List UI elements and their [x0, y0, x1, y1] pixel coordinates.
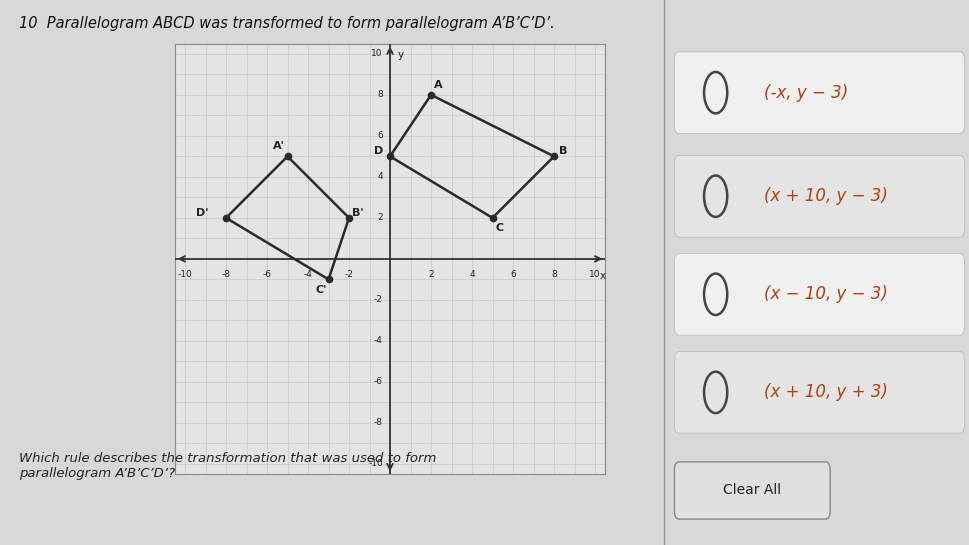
- Text: -6: -6: [263, 270, 271, 279]
- Text: 10: 10: [371, 50, 383, 58]
- FancyBboxPatch shape: [674, 155, 964, 237]
- Text: 6: 6: [377, 131, 383, 141]
- Text: -2: -2: [374, 295, 383, 304]
- Text: 6: 6: [510, 270, 516, 279]
- Text: -10: -10: [177, 270, 193, 279]
- Text: C: C: [495, 223, 504, 233]
- Text: -6: -6: [374, 377, 383, 386]
- FancyBboxPatch shape: [674, 52, 964, 134]
- Text: 2: 2: [428, 270, 434, 279]
- Text: -4: -4: [303, 270, 312, 279]
- Text: x: x: [600, 271, 607, 281]
- Text: -8: -8: [374, 419, 383, 427]
- Text: 2: 2: [377, 214, 383, 222]
- Text: D': D': [196, 208, 208, 218]
- Text: -8: -8: [222, 270, 231, 279]
- Text: D: D: [374, 146, 383, 156]
- Text: (x + 10, y − 3): (x + 10, y − 3): [765, 187, 889, 205]
- Text: -10: -10: [368, 459, 383, 468]
- Text: (-x, y − 3): (-x, y − 3): [765, 83, 849, 102]
- Text: 8: 8: [377, 90, 383, 99]
- Text: Clear All: Clear All: [723, 483, 781, 498]
- FancyBboxPatch shape: [674, 352, 964, 433]
- Text: -2: -2: [345, 270, 354, 279]
- Text: B': B': [352, 208, 363, 218]
- Text: 10: 10: [589, 270, 601, 279]
- Text: -4: -4: [374, 336, 383, 346]
- FancyBboxPatch shape: [674, 253, 964, 335]
- Text: (x + 10, y + 3): (x + 10, y + 3): [765, 383, 889, 402]
- Text: 4: 4: [377, 172, 383, 181]
- Text: y: y: [397, 50, 403, 60]
- Text: A: A: [434, 80, 443, 90]
- Text: A': A': [272, 141, 285, 151]
- Text: Which rule describes the transformation that was used to form
parallelogram A’B’: Which rule describes the transformation …: [19, 452, 437, 480]
- Text: (x − 10, y − 3): (x − 10, y − 3): [765, 285, 889, 304]
- Text: 4: 4: [469, 270, 475, 279]
- Text: B: B: [559, 146, 568, 156]
- FancyBboxPatch shape: [674, 462, 830, 519]
- Text: C': C': [315, 284, 327, 295]
- Text: 10  Parallelogram ABCD was transformed to form parallelogram A’B’C’D’.: 10 Parallelogram ABCD was transformed to…: [19, 16, 555, 32]
- Text: 8: 8: [551, 270, 557, 279]
